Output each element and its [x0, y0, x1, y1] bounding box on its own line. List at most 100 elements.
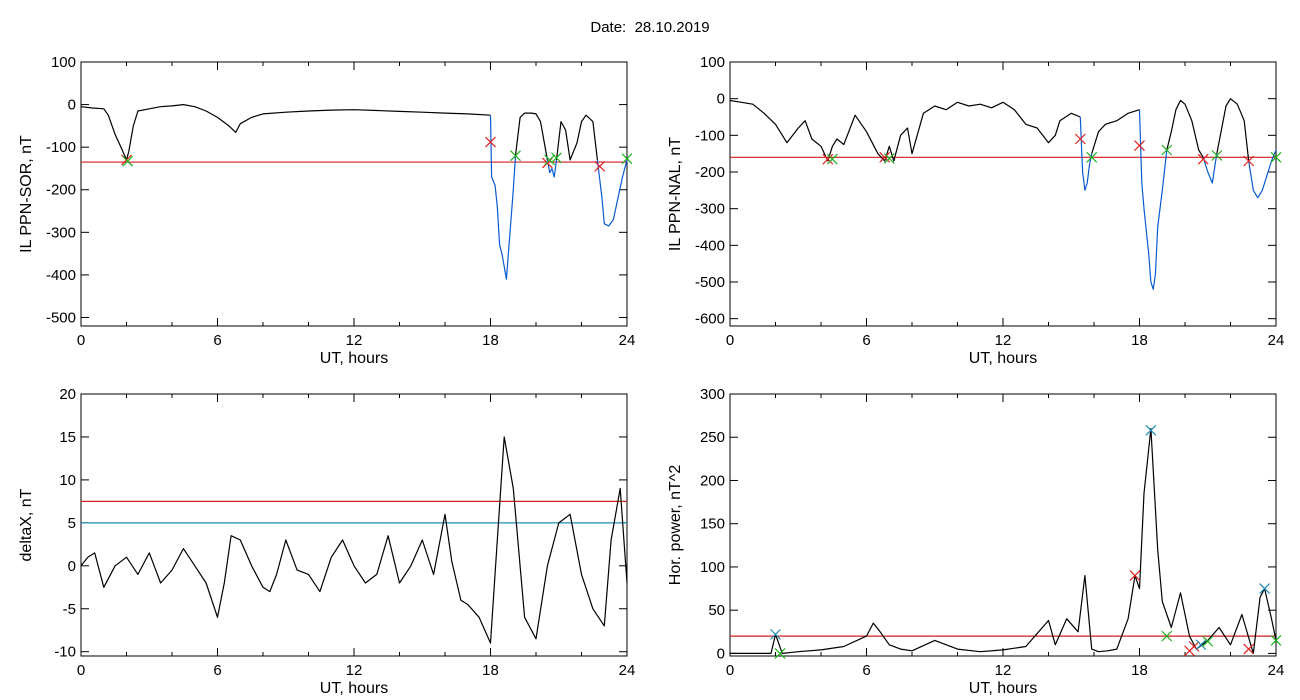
y-tick-label: 20 [59, 386, 76, 403]
marker-green [1270, 151, 1282, 163]
marker-red [594, 160, 606, 172]
marker-green [1270, 635, 1282, 646]
series-line-trace [1216, 98, 1250, 162]
series-line-trace [80, 436, 628, 644]
panel-ppn-nal: 0 6 12 18 24 -600 -500 -400 -300 -200 -100 0 100 UT, … [667, 54, 1284, 367]
x-tick-label: 18 [1131, 662, 1148, 679]
marker-green [883, 153, 895, 164]
marker-stroke [1211, 150, 1223, 161]
y-tick-label: -10 [54, 644, 76, 661]
marker-green [122, 155, 134, 167]
x-tick-label: 0 [77, 662, 85, 679]
y-tick-label: 0 [68, 558, 76, 575]
y-tick-label: 300 [700, 386, 725, 403]
x-axis-label: UT, hours [969, 680, 1037, 697]
marker-stroke [1202, 635, 1214, 647]
plot-frame [80, 61, 628, 327]
series-line-trace [514, 112, 548, 161]
y-tick-label: -300 [695, 201, 725, 218]
y-tick-label: 150 [700, 516, 725, 533]
x-tick-label: 6 [862, 332, 870, 349]
y-axis-label: deltaX, nT [18, 488, 35, 561]
series-line-trace [1166, 99, 1204, 158]
marker-stroke [770, 628, 781, 640]
x-tick-label: 12 [995, 332, 1012, 349]
marker-stroke [551, 152, 562, 164]
marker-stroke [1195, 639, 1207, 651]
marker-stroke [485, 136, 496, 148]
y-tick-label: -300 [46, 224, 76, 241]
y-tick-label: -400 [46, 267, 76, 284]
y-tick-label: -5 [63, 601, 76, 618]
series-line-active [1138, 109, 1168, 290]
marker-red [1129, 570, 1141, 582]
marker-stroke [1197, 153, 1209, 165]
y-tick-label: 0 [717, 645, 725, 662]
x-axis-label: UT, hours [320, 350, 388, 367]
marker-stroke [883, 153, 895, 164]
x-tick-label: 12 [346, 662, 363, 679]
marker-green [826, 153, 838, 165]
x-axis-label: UT, hours [969, 350, 1037, 367]
y-tick-label: 10 [59, 472, 76, 489]
series-line-trace [730, 428, 1277, 655]
marker-stroke [1270, 151, 1282, 163]
marker-blue [770, 628, 781, 640]
marker-stroke [544, 154, 556, 166]
plot-frame [729, 393, 1277, 657]
y-axis-label: IL PPN-NAL, nT [667, 137, 684, 251]
marker-green [510, 150, 521, 162]
x-tick-label: 0 [726, 662, 734, 679]
marker-green [1202, 635, 1214, 647]
y-axis-label: Hor. power, nT^2 [667, 465, 684, 586]
marker-stroke [1086, 151, 1098, 163]
y-tick-label: 250 [700, 429, 725, 446]
y-tick-label: -500 [46, 309, 76, 326]
marker-red [485, 136, 496, 148]
series-line-trace [80, 103, 491, 161]
marker-stroke [1243, 643, 1255, 655]
series-line-trace [729, 99, 1081, 162]
x-tick-label: 12 [346, 332, 363, 349]
marker-stroke [594, 160, 606, 172]
y-tick-label: 100 [700, 559, 725, 576]
x-tick-label: 24 [619, 662, 636, 679]
figure-date: Date: 28.10.2019 [0, 19, 1300, 36]
y-tick-label: 200 [700, 472, 725, 489]
marker-green [1161, 144, 1173, 156]
marker-red [1243, 155, 1255, 167]
x-tick-label: 18 [1131, 332, 1148, 349]
marker-red [822, 153, 834, 165]
series-line-active [1202, 153, 1218, 184]
x-tick-label: 0 [77, 332, 85, 349]
marker-blue [1259, 583, 1271, 594]
panel-hor-power: 0 6 12 18 24 0 50 100 150 200 250 300 UT, hours Hor. … [667, 386, 1284, 697]
y-tick-label: 100 [700, 54, 725, 71]
marker-red [1243, 643, 1255, 655]
marker-green [551, 152, 562, 164]
y-tick-label: 100 [51, 54, 76, 71]
marker-stroke [1161, 144, 1173, 156]
y-tick-label: -100 [46, 139, 76, 156]
y-tick-label: -400 [695, 237, 725, 254]
marker-red [1197, 153, 1209, 165]
plot-frame [729, 61, 1277, 327]
y-tick-label: -200 [46, 182, 76, 199]
y-tick-label: -200 [695, 164, 725, 181]
marker-red [1188, 641, 1200, 652]
series-line-trace [1091, 109, 1140, 154]
y-tick-label: 0 [68, 97, 76, 114]
date-label: Date: [590, 19, 627, 36]
series-line-trace [555, 114, 598, 161]
marker-stroke [1074, 133, 1086, 145]
plot-frame [80, 393, 628, 657]
y-tick-label: 5 [68, 515, 76, 532]
marker-red [879, 151, 891, 163]
x-tick-label: 24 [1268, 662, 1285, 679]
marker-stroke [826, 153, 838, 165]
marker-green [544, 154, 556, 166]
marker-stroke [1270, 635, 1282, 646]
y-tick-label: 0 [717, 91, 725, 108]
x-tick-label: 24 [619, 332, 636, 349]
marker-stroke [1145, 424, 1157, 436]
